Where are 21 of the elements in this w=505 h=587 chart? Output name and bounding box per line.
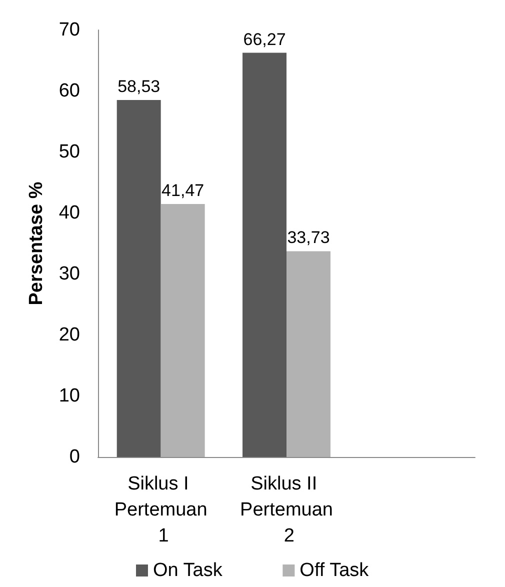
bar — [242, 52, 286, 457]
y-tick-label: 0 — [69, 446, 80, 468]
data-label: 58,53 — [118, 76, 160, 96]
bar — [116, 100, 161, 457]
y-tick-label: 50 — [58, 142, 80, 162]
y-tick-label: 40 — [58, 202, 80, 224]
y-tick-label: 20 — [58, 324, 80, 346]
y-axis-title: Persentase % — [26, 182, 47, 306]
data-label: 33,73 — [287, 228, 330, 248]
data-label: 41,47 — [162, 181, 204, 200]
bar — [160, 204, 205, 457]
y-tick-label: 30 — [58, 264, 80, 284]
y-tick-label: 60 — [58, 80, 80, 102]
bar — [286, 251, 330, 457]
y-tick-label: 70 — [58, 20, 80, 40]
legend-label: Off Task — [300, 560, 370, 581]
y-tick-label: 10 — [58, 386, 80, 406]
legend-label: On Task — [152, 560, 223, 581]
x-tick-label: Siklus II Pertemuan 2 — [240, 474, 333, 546]
x-tick-label: Siklus I Pertemuan 1 — [114, 474, 208, 546]
data-label: 66,27 — [243, 30, 286, 49]
